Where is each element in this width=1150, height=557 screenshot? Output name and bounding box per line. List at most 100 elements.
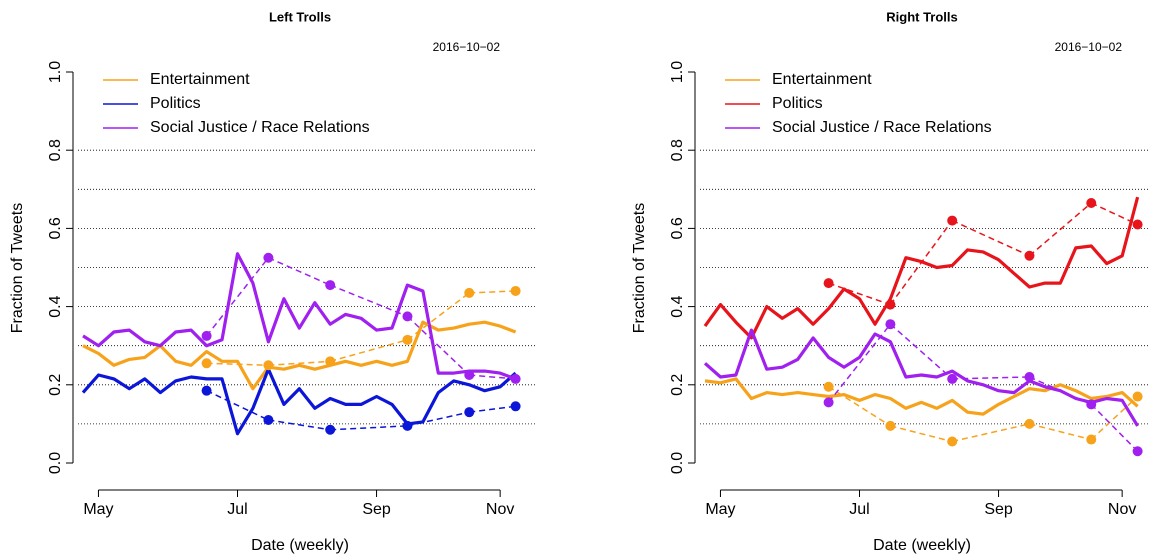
trend-segment bbox=[952, 376, 1030, 380]
trend-point bbox=[464, 370, 475, 381]
y-tick-label: 0.8 bbox=[47, 139, 64, 161]
trend-point bbox=[510, 373, 521, 384]
series-line bbox=[703, 328, 1139, 427]
y-axis-label: Fraction of Tweets bbox=[631, 203, 648, 333]
x-tick-label: Sep bbox=[984, 501, 1013, 518]
trend-point bbox=[263, 252, 274, 263]
y-tick-label: 0.6 bbox=[47, 217, 64, 239]
x-tick-label: Nov bbox=[1108, 501, 1136, 518]
trend-point bbox=[1086, 399, 1097, 410]
legend-label: Entertainment bbox=[772, 71, 872, 88]
trend-segment bbox=[828, 386, 891, 427]
x-tick-label: May bbox=[83, 501, 113, 518]
trend-point bbox=[325, 424, 336, 435]
trend-segment bbox=[406, 292, 470, 341]
trend-point bbox=[201, 358, 212, 369]
trend-point bbox=[325, 280, 336, 291]
trend-point bbox=[947, 436, 958, 447]
y-tick-label: 0.6 bbox=[669, 217, 686, 239]
x-tick-label: Nov bbox=[486, 501, 514, 518]
trend-point bbox=[823, 278, 834, 289]
chart-title: Right Trolls bbox=[886, 9, 958, 24]
trend-point bbox=[510, 401, 521, 412]
y-tick-label: 1.0 bbox=[47, 61, 64, 83]
legend-label: Politics bbox=[150, 95, 201, 112]
trend-segment bbox=[1028, 202, 1092, 257]
y-tick-label: 0.2 bbox=[669, 374, 686, 396]
trend-point bbox=[1024, 250, 1035, 261]
trend-point bbox=[1132, 391, 1143, 402]
trend-point bbox=[947, 215, 958, 226]
trend-segment bbox=[1090, 403, 1139, 452]
trend-segment bbox=[406, 315, 470, 376]
trend-point bbox=[1086, 197, 1097, 208]
trend-point bbox=[1024, 418, 1035, 429]
y-tick-label: 0.4 bbox=[47, 295, 64, 317]
trend-point bbox=[402, 334, 413, 345]
y-tick-label: 0.8 bbox=[669, 139, 686, 161]
trend-segment bbox=[1029, 376, 1092, 406]
trend-segment bbox=[828, 282, 891, 306]
annotation: 2016−10−02 bbox=[433, 40, 501, 54]
trend-point bbox=[402, 420, 413, 431]
x-tick-label: Jul bbox=[849, 501, 869, 518]
trend-segment bbox=[469, 405, 516, 413]
trend-point bbox=[263, 414, 274, 425]
y-tick-label: 1.0 bbox=[669, 61, 686, 83]
trend-point bbox=[1086, 434, 1097, 445]
trend-point bbox=[402, 311, 413, 322]
trend-point bbox=[885, 319, 896, 330]
trend-segment bbox=[206, 389, 269, 421]
legend-label: Social Justice / Race Relations bbox=[772, 119, 992, 136]
trend-segment bbox=[206, 257, 269, 337]
trend-segment bbox=[1090, 202, 1138, 226]
chart-title: Left Trolls bbox=[269, 9, 331, 24]
y-axis-label: Fraction of Tweets bbox=[9, 203, 26, 333]
legend-label: Politics bbox=[772, 95, 823, 112]
series-line bbox=[81, 367, 517, 436]
trend-point bbox=[464, 287, 475, 298]
x-tick-label: May bbox=[705, 501, 735, 518]
trend-segment bbox=[469, 290, 516, 294]
x-tick-label: Jul bbox=[227, 501, 247, 518]
trend-segment bbox=[268, 360, 331, 366]
series-line bbox=[82, 252, 517, 381]
trend-segment bbox=[952, 423, 1030, 443]
trend-segment bbox=[828, 323, 891, 403]
trend-segment bbox=[206, 362, 269, 366]
y-tick-label: 0.4 bbox=[669, 295, 686, 317]
legend-label: Entertainment bbox=[150, 71, 250, 88]
trend-point bbox=[510, 285, 521, 296]
trend-segment bbox=[407, 411, 470, 427]
trend-segment bbox=[268, 257, 331, 286]
trend-segment bbox=[329, 339, 408, 363]
trend-segment bbox=[889, 323, 953, 380]
trend-segment bbox=[890, 425, 953, 443]
trend-segment bbox=[469, 374, 516, 380]
y-tick-label: 0.0 bbox=[669, 452, 686, 474]
trend-point bbox=[201, 385, 212, 396]
trend-point bbox=[201, 330, 212, 341]
y-tick-label: 0.2 bbox=[47, 374, 64, 396]
trend-point bbox=[464, 407, 475, 418]
x-axis-label: Date (weekly) bbox=[873, 537, 971, 554]
trend-segment bbox=[330, 425, 408, 431]
trend-point bbox=[885, 420, 896, 431]
trend-point bbox=[823, 381, 834, 392]
trend-point bbox=[947, 373, 958, 384]
trend-segment bbox=[889, 220, 953, 306]
trend-segment bbox=[1029, 423, 1092, 441]
trend-point bbox=[325, 356, 336, 367]
y-tick-label: 0.0 bbox=[47, 452, 64, 474]
trend-point bbox=[823, 397, 834, 408]
series-line bbox=[704, 377, 1139, 416]
trend-segment bbox=[329, 284, 408, 318]
trend-segment bbox=[1090, 395, 1139, 441]
series-line bbox=[82, 320, 517, 391]
trend-point bbox=[1132, 219, 1143, 230]
trend-point bbox=[885, 299, 896, 310]
x-axis-label: Date (weekly) bbox=[251, 537, 349, 554]
annotation: 2016−10−02 bbox=[1055, 40, 1123, 54]
trend-segment bbox=[951, 219, 1030, 257]
